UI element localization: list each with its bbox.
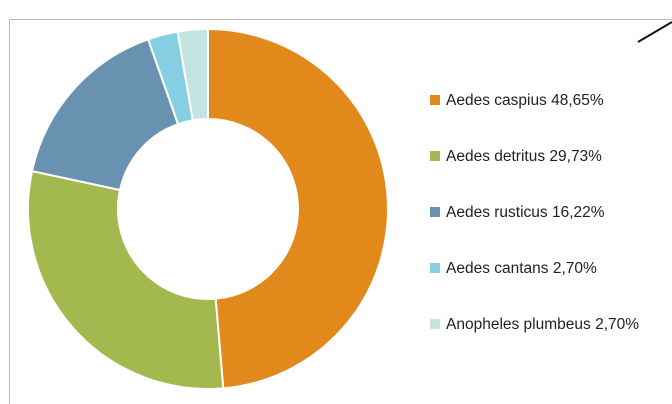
donut-slice-anopheles-plumbeus xyxy=(176,27,209,122)
legend-item: Aedes cantans 2,70% xyxy=(430,260,597,277)
legend-label: Aedes detritus 29,73% xyxy=(446,148,602,165)
corner-pen-stroke xyxy=(637,21,672,43)
legend-label: Aedes rusticus 16,22% xyxy=(446,204,605,221)
legend-label: Aedes caspius 48,65% xyxy=(446,92,604,109)
legend-swatch xyxy=(430,207,440,217)
donut-slice-aedes-rusticus xyxy=(30,37,180,192)
legend-item: Aedes detritus 29,73% xyxy=(430,148,602,165)
legend-item: Aedes rusticus 16,22% xyxy=(430,204,605,221)
legend-item: Anopheles plumbeus 2,70% xyxy=(430,316,639,333)
legend-swatch xyxy=(430,263,440,273)
donut-slices xyxy=(27,27,389,390)
legend-swatch xyxy=(430,319,440,329)
legend-label: Aedes cantans 2,70% xyxy=(446,260,597,277)
donut-slice-aedes-detritus xyxy=(27,169,225,390)
legend-swatch xyxy=(430,95,440,105)
legend: Aedes caspius 48,65% Aedes detritus 29,73… xyxy=(430,92,639,333)
legend-item: Aedes caspius 48,65% xyxy=(430,92,604,109)
legend-swatch xyxy=(430,151,440,161)
legend-label: Anopheles plumbeus 2,70% xyxy=(446,316,639,333)
chart-frame xyxy=(9,19,672,404)
donut-slice-aedes-caspius xyxy=(207,27,389,390)
